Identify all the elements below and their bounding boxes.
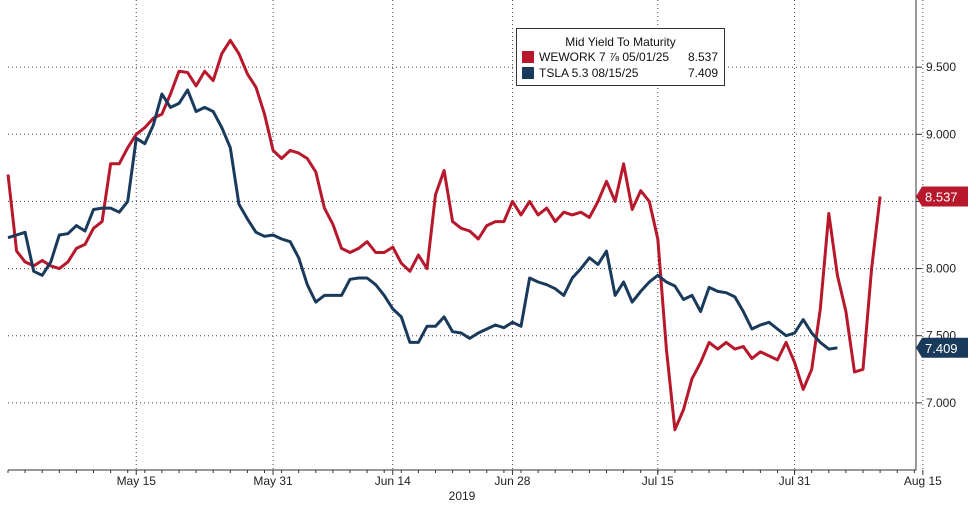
x-axis-ticks: May 15 May 31 Jun 14 Jun 28 Jul 15 Jul 31 Aug … (7, 470, 942, 488)
x-axis-year-label: 2019 (449, 489, 476, 503)
y-tick-label: 8.000 (926, 262, 956, 276)
x-tick-label: Jun 28 (494, 474, 530, 488)
grid-lines (8, 0, 924, 470)
legend-swatch-wework (522, 51, 534, 63)
series-line-0 (6, 38, 882, 432)
legend-row-wework: WEWORK 7 ⅞ 05/01/25 8.537 (517, 49, 724, 65)
series-lines (6, 38, 882, 432)
y-tick-label: 7.000 (926, 396, 956, 410)
legend-series-name: TSLA 5.3 08/15/25 (539, 66, 639, 80)
legend-swatch-tsla (522, 67, 534, 79)
y-tick-label: 9.000 (926, 127, 956, 141)
legend-series-value: 7.409 (687, 66, 718, 80)
y-tick-label: 9.500 (926, 60, 956, 74)
last-value-tag-0 (916, 186, 968, 207)
last-value-tags: 8.537 7.409 (916, 186, 968, 358)
last-value-label-1: 7.409 (925, 341, 958, 356)
axes (8, 0, 917, 471)
x-tick-label: Jul 31 (779, 474, 811, 488)
legend-title: Mid Yield To Maturity (565, 35, 676, 49)
x-tick-label: May 31 (253, 474, 293, 488)
legend-series-value: 8.537 (687, 50, 718, 64)
legend: Mid Yield To Maturity WEWORK 7 ⅞ 05/01/2… (516, 28, 725, 86)
x-tick-label: Aug 15 (904, 474, 942, 488)
legend-row-tsla: TSLA 5.3 08/15/25 7.409 (517, 65, 724, 81)
x-tick-label: May 15 (117, 474, 157, 488)
last-value-label-0: 8.537 (925, 189, 958, 204)
series-line-1 (7, 88, 838, 351)
last-value-tag-1 (916, 337, 968, 358)
x-tick-label: Jun 14 (375, 474, 411, 488)
legend-series-name: WEWORK 7 ⅞ 05/01/25 (539, 50, 670, 64)
x-tick-label: Jul 15 (642, 474, 674, 488)
